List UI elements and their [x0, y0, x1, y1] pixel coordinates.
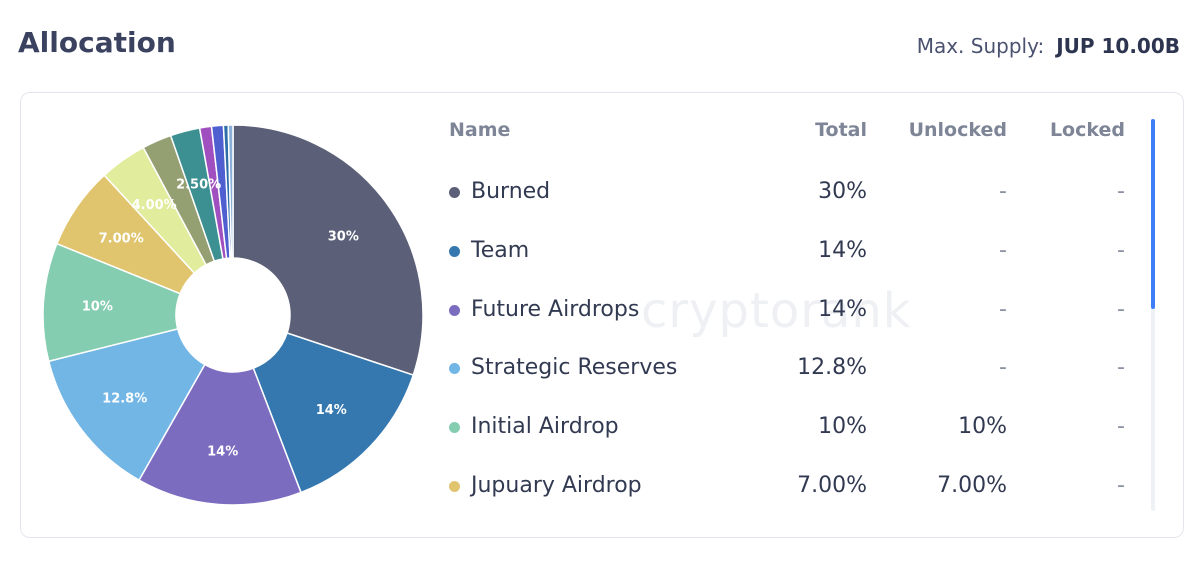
scrollbar-thumb[interactable] [1151, 119, 1155, 309]
allocation-header: Allocation Max. Supply: JUP 10.00B [18, 26, 1182, 66]
table-header: Name Total Unlocked Locked [445, 119, 1125, 145]
row-total: 30% [818, 179, 867, 204]
slice-label: 14% [316, 403, 347, 418]
legend-dot [449, 422, 460, 433]
row-locked: - [1117, 473, 1125, 498]
legend-dot [449, 187, 460, 198]
row-unlocked: - [999, 238, 1007, 263]
slice-label: 14% [207, 445, 238, 460]
slice-label: 7.00% [99, 232, 144, 247]
row-unlocked: 7.00% [937, 473, 1007, 498]
table-row[interactable]: Initial Airdrop 10% 10% - [445, 408, 1125, 448]
slice-label: 10% [82, 300, 113, 315]
row-locked: - [1117, 297, 1125, 322]
row-total: 14% [818, 238, 867, 263]
row-name: Team [471, 238, 530, 263]
page-title: Allocation [18, 26, 176, 59]
legend-dot [449, 246, 460, 257]
pie-slice[interactable] [47, 327, 206, 482]
table-row[interactable]: Strategic Reserves 12.8% - - [445, 349, 1125, 389]
row-name: Burned [471, 179, 551, 204]
row-name: Strategic Reserves [471, 355, 678, 380]
row-locked: - [1117, 238, 1125, 263]
pie-slice[interactable] [43, 242, 182, 363]
table-row[interactable]: Burned 30% - - [445, 173, 1125, 213]
allocation-donut-chart: 30% 14% 14% 12.8% 10% 7.00% 4.00% 2.50% [43, 123, 423, 507]
legend-dot [449, 481, 460, 492]
row-locked: - [1117, 179, 1125, 204]
col-unlocked-header: Unlocked [908, 119, 1007, 141]
row-total: 10% [818, 414, 867, 439]
max-supply-label: Max. Supply: [916, 34, 1045, 58]
slice-label: 12.8% [102, 391, 147, 406]
row-unlocked: - [999, 355, 1007, 380]
row-unlocked: - [999, 179, 1007, 204]
row-name: Future Airdrops [471, 297, 640, 322]
table-row[interactable]: Future Airdrops 14% - - [445, 291, 1125, 331]
row-name: Initial Airdrop [471, 414, 619, 439]
pie-slice[interactable] [252, 332, 415, 494]
row-unlocked: - [999, 297, 1007, 322]
col-total-header: Total [815, 119, 867, 141]
row-locked: - [1117, 355, 1125, 380]
allocation-card: cryptorank 30% 14% 14% 12.8% 10% 7.00% 4.00% 2.… [20, 92, 1184, 538]
slice-label: 30% [328, 229, 359, 244]
row-total: 14% [818, 297, 867, 322]
slice-label: 2.50% [176, 177, 221, 192]
table-row[interactable]: Team 14% - - [445, 232, 1125, 272]
slice-label: 4.00% [132, 198, 177, 213]
legend-dot [449, 363, 460, 374]
scrollbar-track[interactable] [1151, 119, 1155, 511]
max-supply: Max. Supply: JUP 10.00B [917, 34, 1180, 58]
pie-slice[interactable] [138, 363, 302, 506]
legend-dot [449, 305, 460, 316]
row-total: 7.00% [797, 473, 867, 498]
table-row[interactable]: Jupuary Airdrop 7.00% 7.00% - [445, 467, 1125, 507]
donut-svg: 30% 14% 14% 12.8% 10% 7.00% 4.00% 2.50% [43, 124, 423, 506]
row-unlocked: 10% [958, 414, 1007, 439]
col-name-header: Name [449, 119, 511, 141]
pie-slice[interactable] [227, 124, 234, 259]
row-name: Jupuary Airdrop [471, 473, 642, 498]
row-locked: - [1117, 414, 1125, 439]
pie-slice[interactable] [232, 124, 423, 377]
max-supply-value: JUP 10.00B [1056, 34, 1180, 58]
row-total: 12.8% [797, 355, 867, 380]
col-locked-header: Locked [1049, 119, 1125, 141]
